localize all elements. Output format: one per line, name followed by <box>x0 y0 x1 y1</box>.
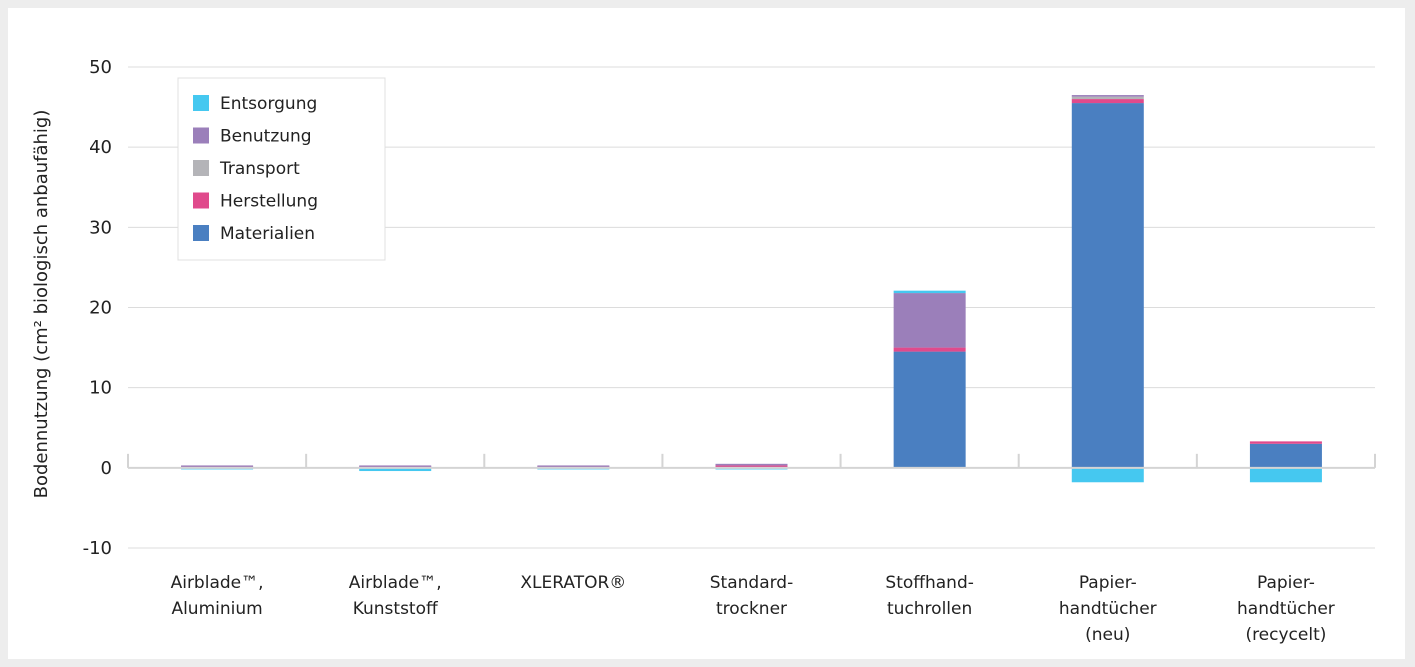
y-tick-label: 0 <box>101 458 112 479</box>
bar-segment-materialien <box>893 351 966 468</box>
y-axis-ticks: -10 0 10 20 30 40 50 <box>83 57 112 559</box>
x-category-label: Aluminium <box>171 599 262 619</box>
x-category-label: handtücher <box>1059 599 1157 619</box>
legend-label: Benutzung <box>220 127 312 147</box>
x-axis-labels: Airblade™, Aluminium Airblade™, Kunststoff X… <box>171 573 1335 645</box>
legend-swatch <box>193 225 209 241</box>
bar-segment-herstellung <box>1249 441 1322 444</box>
legend-swatch <box>193 95 209 111</box>
legend-label: Herstellung <box>220 192 318 212</box>
bar-segment-herstellung <box>1071 99 1144 104</box>
legend-label: Materialien <box>220 224 315 244</box>
x-category-label: Airblade™, <box>171 573 264 593</box>
legend: Entsorgung Benutzung Transport Herstellung M… <box>177 77 386 261</box>
x-category-label: (recycelt) <box>1245 625 1326 645</box>
bar-segment-materialien <box>1071 103 1144 468</box>
bars <box>181 95 1322 483</box>
y-tick-label: 40 <box>89 137 112 158</box>
x-category-label: (neu) <box>1085 625 1130 645</box>
bar-segment-entsorgung <box>893 290 966 294</box>
bar-segment-herstellung <box>893 347 966 352</box>
x-axis <box>127 453 1376 469</box>
x-category-label: XLERATOR® <box>520 573 626 593</box>
bar-segment-benutzung <box>715 463 788 466</box>
y-axis-title: Bodennutzung (cm² biologisch anbaufähig) <box>31 110 52 499</box>
y-tick-label: 10 <box>89 378 112 399</box>
y-tick-label: -10 <box>83 538 112 559</box>
legend-box <box>177 77 386 261</box>
bar-segment-entsorgung <box>1071 467 1144 483</box>
bar-segment-herstellung <box>715 465 788 467</box>
x-category-label: tuchrollen <box>887 599 972 619</box>
x-category-label: Standard- <box>710 573 793 593</box>
bar-segment-benutzung <box>537 465 610 467</box>
x-category-label: Stoffhand- <box>885 573 973 593</box>
legend-swatch <box>193 192 209 209</box>
x-category-label: Papier- <box>1257 573 1315 593</box>
x-category-label: Airblade™, <box>349 573 442 593</box>
bar-segment-materialien <box>1249 443 1322 468</box>
x-category-label: Papier- <box>1079 573 1137 593</box>
x-category-label: Kunststoff <box>353 599 439 619</box>
legend-label: Transport <box>219 159 300 179</box>
y-tick-label: 50 <box>89 57 112 78</box>
y-tick-label: 30 <box>89 217 112 238</box>
legend-swatch <box>193 127 209 144</box>
bar-segment-benutzung <box>1071 95 1144 97</box>
x-category-label: trockner <box>716 599 787 619</box>
bar-segment-entsorgung <box>359 467 432 472</box>
legend-swatch <box>193 160 209 176</box>
bar-segment-entsorgung <box>1249 467 1322 483</box>
bar-segment-benutzung <box>181 465 254 467</box>
x-category-label: handtücher <box>1237 599 1335 619</box>
bar-segment-transport <box>1071 96 1144 100</box>
bar-segment-benutzung <box>359 465 432 467</box>
bar-segment-benutzung <box>893 293 966 348</box>
y-tick-label: 20 <box>89 298 112 319</box>
legend-label: Entsorgung <box>220 94 317 114</box>
